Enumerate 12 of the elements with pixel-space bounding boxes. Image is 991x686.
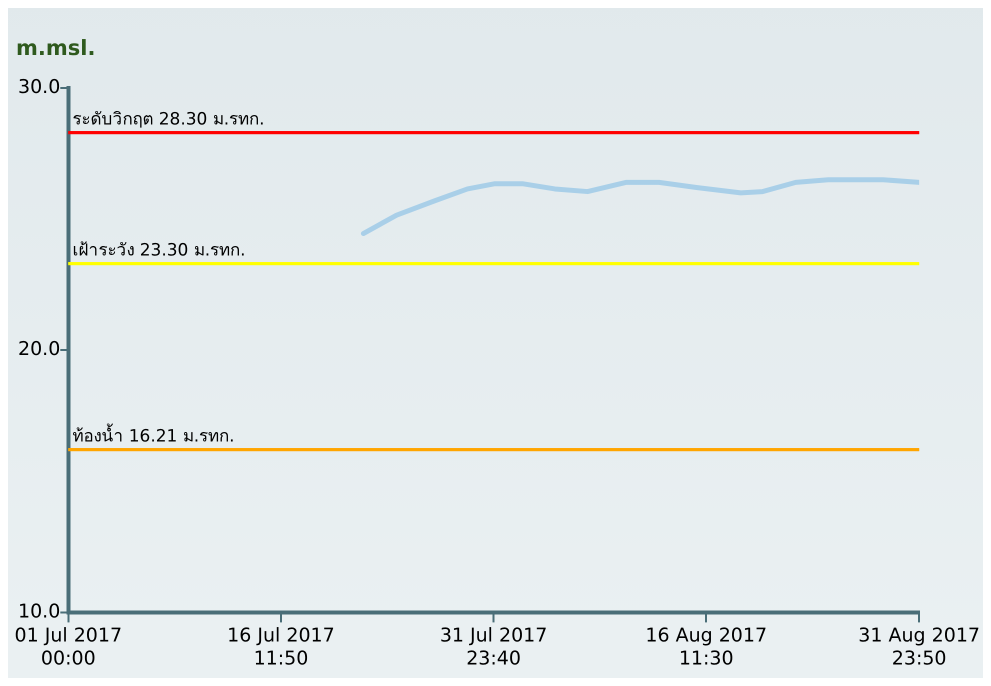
x-tick-label: 16 Jul 2017 11:50: [227, 624, 335, 670]
x-tick-label: 16 Aug 2017 11:30: [645, 624, 768, 670]
ref-line-label: ท้องน้ำ 16.21 ม.รทก.: [72, 423, 235, 446]
x-tick-label: 31 Aug 2017 23:50: [858, 624, 980, 670]
y-tick-label: 20.0: [18, 338, 60, 360]
ref-line-label: ระดับวิกฤต 28.30 ม.รทก.: [72, 109, 265, 130]
y-tick-label: 30.0: [18, 76, 60, 98]
ref-line-label: เฝ้าระวัง 23.30 ม.รทก.: [72, 240, 246, 261]
y-tick-label: 10.0: [18, 600, 60, 622]
x-tick-label: 01 Jul 2017 00:00: [14, 624, 122, 670]
y-axis-title: m.msl.: [16, 36, 96, 60]
x-tick-label: 31 Jul 2017 23:40: [440, 624, 548, 670]
